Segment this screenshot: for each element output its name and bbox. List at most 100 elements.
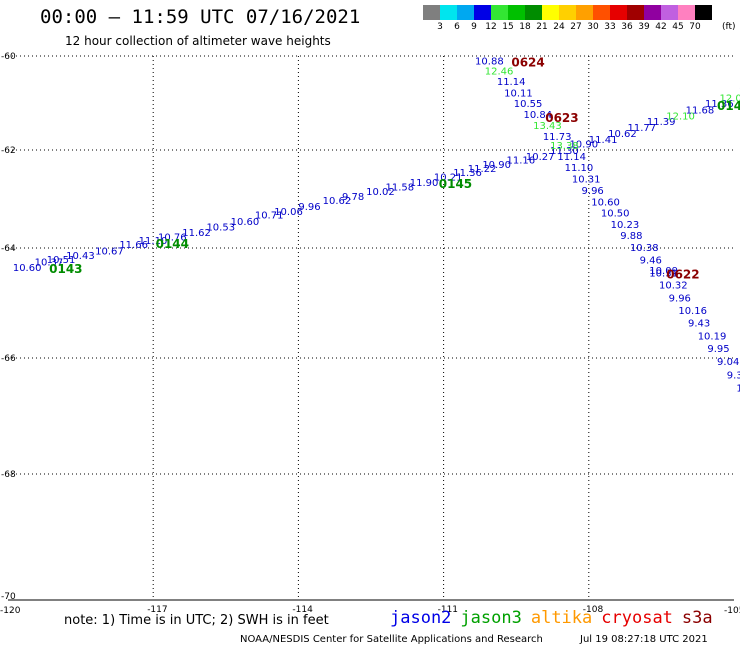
wave-height-value: 10.32 (659, 281, 688, 292)
pass-number-label: 0624 (511, 55, 544, 69)
color-swatch (576, 5, 593, 20)
map-title: 00:00 – 11:59 UTC 07/16/2021 (40, 6, 361, 28)
wave-height-value: 11.90 (410, 178, 439, 189)
wave-height-value: 10.53 (206, 222, 235, 233)
longitude-label: -105 (724, 606, 740, 616)
satellite-name: cryosat (601, 608, 673, 628)
wave-height-value: 11.36 (453, 168, 482, 179)
color-scale-label: 9 (471, 22, 477, 32)
color-swatch (661, 5, 678, 20)
color-swatch (542, 5, 559, 20)
footnote: note: 1) Time is in UTC; 2) SWH is in fe… (64, 613, 329, 628)
color-swatch (678, 5, 695, 20)
wave-height-value: 13.43 (533, 121, 562, 132)
wave-height-value: 10.5 (736, 384, 740, 395)
wave-height-value: 11.22 (468, 164, 497, 175)
wave-height-value: 11.62 (182, 228, 211, 239)
color-scale-label: 24 (553, 22, 565, 32)
latitude-labels: -60 -62 -64 -66 -68 -70 (1, 52, 16, 602)
latitude-label: -60 (1, 52, 16, 62)
color-scale-label: 18 (519, 22, 531, 32)
color-swatch (457, 5, 474, 20)
wave-height-value: 10.60 (591, 197, 620, 208)
wave-height-value: 9.95 (707, 344, 729, 355)
wave-height-value: 9.43 (688, 319, 710, 330)
pass-number-label: 0144 (156, 237, 189, 251)
wave-height-value: 10.62 (608, 129, 637, 140)
wave-height-value: 10.60 (13, 263, 42, 274)
wave-height-value: 11.36 (705, 99, 734, 110)
wave-height-value: 10.27 (526, 152, 555, 163)
wave-height-value: 10.02 (366, 187, 395, 198)
color-swatch (627, 5, 644, 20)
wave-height-value: 11.58 (386, 183, 415, 194)
color-scale-label: 12 (485, 22, 497, 32)
latitude-label: -70 (1, 592, 16, 602)
wave-height-value: 13.38 (550, 141, 579, 152)
color-scale-label: 21 (536, 22, 548, 32)
wave-height-value: 10.90 (569, 140, 598, 151)
satellite-name: s3a (681, 608, 713, 628)
longitude-label: -108 (583, 605, 604, 615)
wave-height-value: 11.14 (557, 152, 586, 163)
wave-height-value: 9.96 (582, 186, 604, 197)
color-scale-label: 30 (587, 22, 599, 32)
latitude-label: -66 (1, 354, 16, 364)
color-scale-label: 27 (570, 22, 582, 32)
wave-height-value: 10.71 (255, 211, 284, 222)
color-scale-label: 33 (604, 22, 616, 32)
wave-height-value: 10.76 (158, 233, 187, 244)
wave-height-value: 12.00 (719, 94, 740, 105)
wave-height-value: 10.67 (95, 247, 124, 258)
wave-height-value: 10.51 (47, 255, 76, 266)
wave-height-value: 9.96 (298, 202, 320, 213)
wave-height-value: 10.90 (482, 160, 511, 171)
wave-height-value: 11.66 (119, 240, 148, 251)
longitude-labels: -120 -117 -114 -111 -108 -105 (0, 605, 740, 616)
wave-height-value: 11.73 (543, 132, 572, 143)
pass-number-label: 0622 (666, 267, 699, 281)
color-scale-label: 6 (454, 22, 460, 32)
credit-line: NOAA/NESDIS Center for Satellite Applica… (240, 634, 543, 645)
wave-height-value: 9.96 (669, 293, 691, 304)
wave-height-value: 11.14 (497, 77, 526, 88)
wave-height-value: 10.31 (572, 174, 601, 185)
wave-height-value: 10.11 (504, 88, 533, 99)
wave-height-value: 10.88 (475, 56, 504, 67)
map-grid (8, 55, 734, 601)
wave-height-value: 11.10 (565, 163, 594, 174)
color-scale-unit: (ft) (722, 22, 736, 32)
color-swatch (610, 5, 627, 20)
wave-height-value: 10.19 (698, 331, 727, 342)
color-swatch (474, 5, 491, 20)
wave-height-value: 10.31 (649, 269, 678, 280)
map-subtitle: 12 hour collection of altimeter wave hei… (65, 34, 331, 48)
wave-height-value: 10.43 (66, 251, 95, 262)
wave-height-value: 10.55 (514, 99, 543, 110)
color-swatch (559, 5, 576, 20)
latitude-label: -64 (1, 244, 16, 254)
satellite-name: altika (530, 608, 593, 628)
wave-height-value: 11.39 (647, 117, 676, 128)
color-swatch (593, 5, 610, 20)
wave-height-value: 10.23 (611, 220, 640, 231)
wave-height-value: 10.06 (274, 207, 303, 218)
satellite-name: jason3 (460, 608, 522, 628)
wave-height-value: 11.68 (686, 105, 715, 116)
pass-number-label: 0145 (717, 99, 740, 113)
wave-height-value: 12.10 (666, 111, 695, 122)
longitude-label: -114 (292, 605, 313, 615)
color-scale-label: 39 (638, 22, 650, 32)
color-swatch (440, 5, 457, 20)
wave-height-value: 10.84 (523, 110, 552, 121)
color-scale-label: 15 (502, 22, 514, 32)
wave-height-value: 10.38 (630, 243, 659, 254)
wave-height-value: 10.60 (231, 217, 260, 228)
wave-height-value: 9.78 (342, 192, 364, 203)
wave-height-value: 9.04 (717, 357, 739, 368)
wave-height-value: 9.88 (620, 231, 642, 242)
pass-labels: 0143 0144 0145 0145 0624 0623 0622 (49, 55, 740, 281)
color-swatch (644, 5, 661, 20)
satellite-name: jason2 (390, 608, 452, 628)
